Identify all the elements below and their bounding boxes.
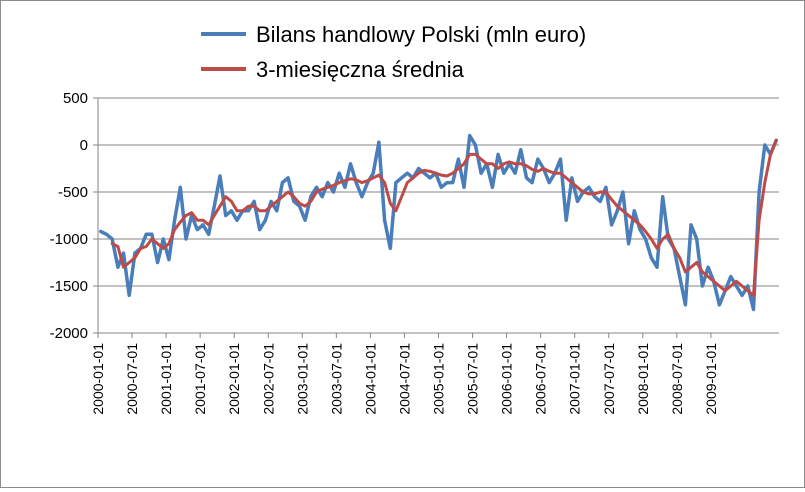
y-tick-label: 0 bbox=[80, 137, 88, 154]
x-tick-label: 2008-01-01 bbox=[635, 343, 651, 415]
x-tick-label: 2006-07-01 bbox=[533, 343, 549, 415]
x-tick-label: 2007-01-01 bbox=[567, 343, 583, 415]
x-tick-label: 2003-07-01 bbox=[328, 343, 344, 415]
y-tick-label: -1000 bbox=[50, 231, 88, 248]
y-tick-label: -2000 bbox=[50, 325, 88, 342]
x-axis: 2000-01-01 2000-07-01 2001-01-01 2001-07-01… bbox=[90, 332, 779, 415]
series-line-2 bbox=[110, 138, 778, 297]
y-tick-label: 500 bbox=[63, 90, 88, 107]
x-tick-label: 2000-07-01 bbox=[124, 343, 140, 415]
gridlines bbox=[98, 97, 779, 334]
x-tick-label: 2009-01-01 bbox=[703, 343, 719, 415]
series-line-1 bbox=[99, 133, 778, 312]
x-tick-label: 2003-01-01 bbox=[294, 343, 310, 415]
x-tick-label: 2007-07-01 bbox=[601, 343, 617, 415]
legend-label: Bilans handlowy Polski (mln euro) bbox=[256, 22, 586, 47]
x-tick-label: 2005-07-01 bbox=[465, 343, 481, 415]
x-tick-label: 2006-01-01 bbox=[499, 343, 515, 415]
x-tick-label: 2004-01-01 bbox=[362, 343, 378, 415]
y-axis: 500 0 -500 -1000 -1500 -2000 bbox=[50, 90, 99, 342]
plot-area bbox=[99, 133, 778, 312]
y-tick-label: -500 bbox=[58, 184, 88, 201]
x-tick-label: 2008-07-01 bbox=[669, 343, 685, 415]
x-tick-label: 2002-01-01 bbox=[226, 343, 242, 415]
x-tick-label: 2005-01-01 bbox=[431, 343, 447, 415]
x-tick-label: 2001-01-01 bbox=[158, 343, 174, 415]
x-tick-label: 2000-01-01 bbox=[90, 343, 106, 415]
x-tick-label: 2001-07-01 bbox=[192, 343, 208, 415]
x-tick-label: 2002-07-01 bbox=[260, 343, 276, 415]
legend-label: 3-miesięczna średnia bbox=[256, 57, 465, 82]
legend: Bilans handlowy Polski (mln euro) 3-miesi… bbox=[201, 22, 586, 82]
x-tick-label: 2004-07-01 bbox=[396, 343, 412, 415]
y-tick-label: -1500 bbox=[50, 278, 88, 295]
